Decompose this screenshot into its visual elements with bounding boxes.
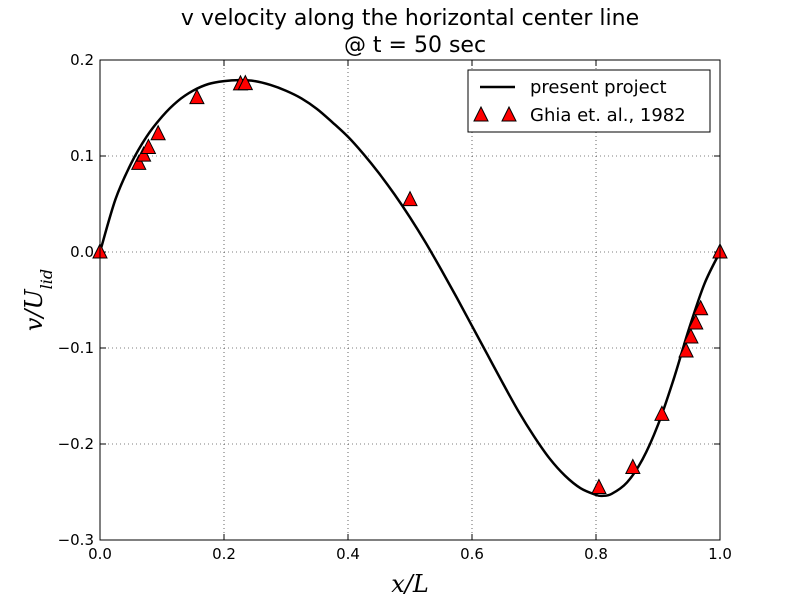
ghia-data-point	[150, 124, 166, 141]
y-axis-label-subscript: lid	[37, 269, 56, 289]
ghia-data-point	[591, 478, 607, 494]
legend-triangle-marker-2	[501, 105, 517, 122]
series-line-present-project	[98, 78, 722, 498]
y-tick-label: 0.2	[70, 51, 94, 69]
ghia-data-point	[678, 341, 694, 358]
legend-triangle-marker-1	[473, 105, 489, 122]
y-tick-label: −0.3	[58, 531, 94, 549]
grid-lines	[100, 60, 720, 540]
tick-labels: 0.0 0.2 0.4 0.6 0.8 1.0 −0.3 −0.2 −0.1 0.0 0.1 0.2	[58, 51, 732, 563]
ghia-data-point	[130, 154, 147, 170]
x-tick-label: 0.2	[212, 545, 236, 563]
ghia-data-point	[135, 146, 152, 162]
x-tick-label: 0.6	[460, 545, 484, 563]
plot-area	[92, 74, 728, 498]
ghia-data-point	[625, 458, 641, 475]
y-tick-label: 0.0	[70, 243, 94, 261]
ghia-data-point	[189, 88, 205, 105]
legend-label-present-project: present project	[530, 77, 667, 98]
x-tick-label: 0.8	[584, 545, 608, 563]
ghia-data-point	[683, 327, 699, 344]
ghia-data-point	[237, 74, 254, 91]
ghia-data-point	[687, 313, 704, 330]
x-axis-label: x/L	[391, 570, 429, 598]
y-axis-label: v/Ulid	[20, 269, 56, 331]
y-tick-label: 0.1	[70, 147, 94, 165]
x-tick-label: 0.0	[88, 545, 112, 563]
y-tick-label: −0.2	[58, 435, 94, 453]
y-axis-label-main: v/U	[20, 289, 48, 332]
legend: present project Ghia et. al., 1982	[467, 69, 711, 133]
ghia-data-point	[140, 138, 157, 154]
ghia-data-point	[692, 299, 709, 316]
y-tick-label: −0.1	[58, 339, 94, 357]
chart-title-line-2: @ t = 50 sec	[344, 33, 486, 58]
x-tick-label: 1.0	[708, 545, 732, 563]
x-tick-label: 0.4	[336, 545, 360, 563]
axes-frame	[99, 59, 721, 541]
legend-box	[467, 69, 711, 133]
chart-title-line-1: v velocity along the horizontal center l…	[181, 6, 639, 31]
legend-label-ghia: Ghia et. al., 1982	[530, 105, 686, 126]
ghia-data-point	[402, 190, 418, 207]
ghia-data-point	[654, 405, 670, 421]
